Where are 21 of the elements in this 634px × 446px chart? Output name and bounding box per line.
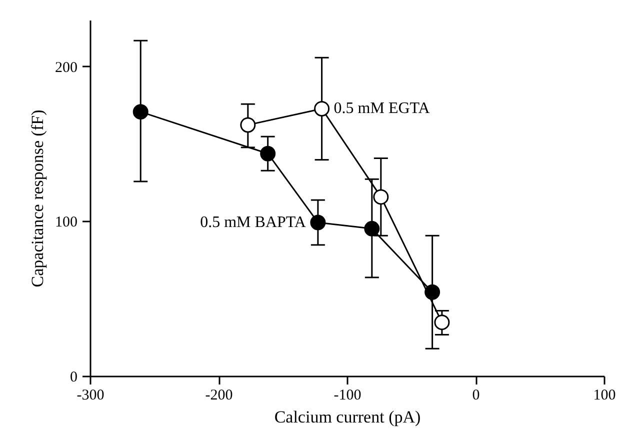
x-tick-label: -300: [76, 388, 104, 404]
y-tick-label: 100: [55, 214, 78, 231]
x-axis-title: Calcium current (pA): [274, 408, 421, 426]
x-tick-label: -200: [205, 388, 233, 404]
series-label: 0.5 mM EGTA: [334, 100, 430, 118]
series-label: 0.5 mM BAPTA: [200, 214, 306, 231]
y-axis-title: Capacitance response (fF): [28, 110, 47, 288]
point: [434, 314, 450, 330]
y-tick-label: 0: [70, 370, 78, 386]
y-tick-label: 200: [55, 60, 78, 76]
point: [364, 220, 380, 236]
point: [132, 104, 148, 120]
x-tick-label: 100: [593, 388, 616, 404]
point: [260, 146, 276, 162]
x-tick-label: 0: [472, 388, 480, 404]
point: [424, 284, 440, 300]
point: [314, 100, 330, 116]
point: [373, 189, 389, 205]
point: [240, 117, 256, 133]
x-tick-label: -100: [334, 388, 362, 404]
point: [310, 214, 326, 230]
